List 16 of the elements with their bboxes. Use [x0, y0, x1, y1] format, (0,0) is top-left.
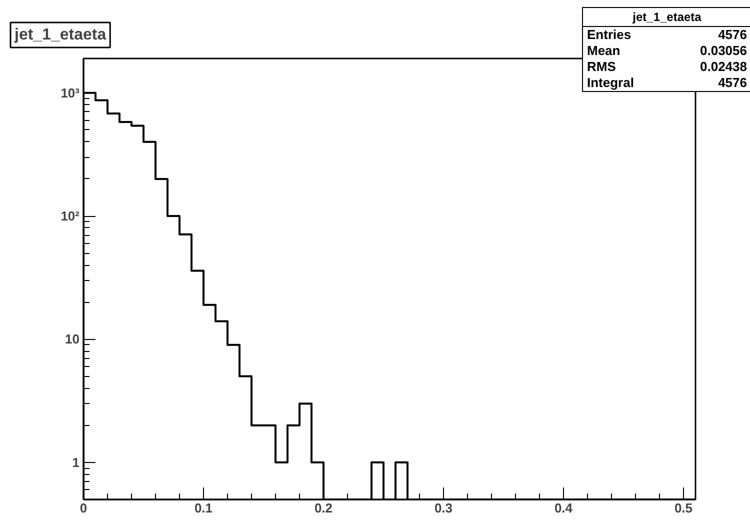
y-tick-label: 10 — [65, 332, 80, 347]
x-tick-label: 0.1 — [194, 500, 213, 516]
y-tick-label: 1 — [72, 454, 80, 470]
chart-title: jet_1_etaeta — [14, 26, 106, 44]
x-tick-label: 0.5 — [674, 500, 693, 516]
text: jet_1_etaeta — [582, 8, 750, 26]
text: Integral 4576 — [587, 75, 747, 90]
text: RMS 0.02438 — [587, 59, 747, 74]
x-tick-label: 0.2 — [314, 500, 333, 516]
x-tick-label: 0.3 — [434, 500, 453, 516]
y-tick-label: 10² — [60, 208, 80, 224]
text: Mean 0.03056 — [587, 43, 747, 58]
y-tick-label: 10³ — [60, 85, 80, 100]
text: Entries 4576 — [587, 27, 747, 42]
x-tick-label: 0 — [80, 500, 88, 516]
x-tick-label: 0.4 — [554, 500, 574, 516]
